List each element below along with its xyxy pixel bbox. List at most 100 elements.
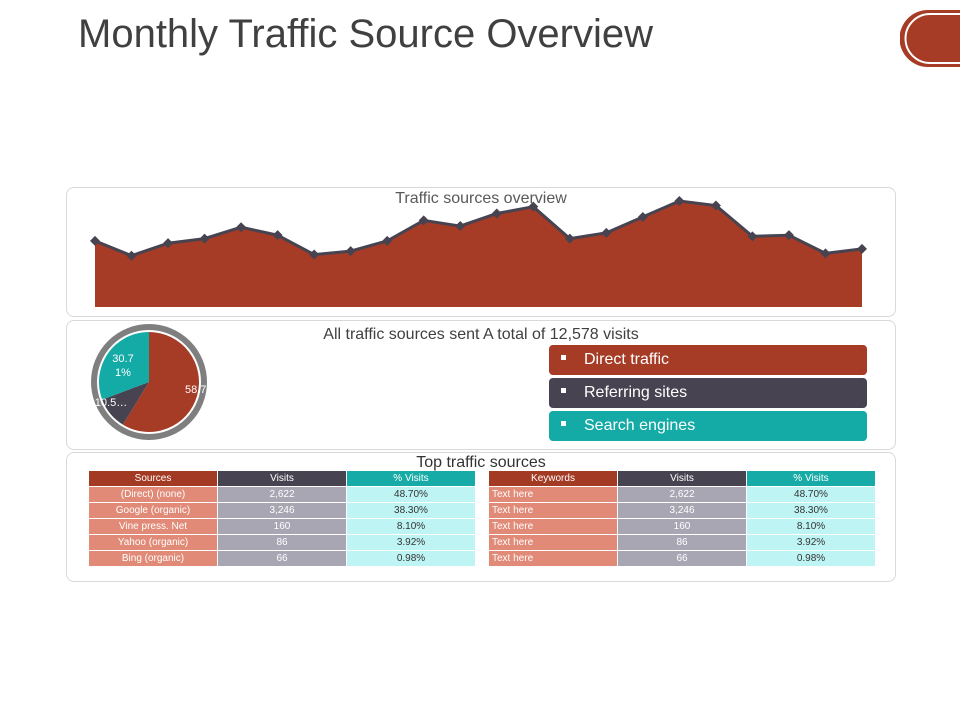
table-cell: 48.70%	[747, 487, 875, 502]
data-point-marker	[601, 227, 612, 238]
table-row: Text here 160 8.10%	[489, 519, 875, 534]
series-line	[94, 199, 863, 258]
table-cell: Text here	[489, 487, 617, 502]
pie-chart: 58.7… 10.5… 30.7 1%	[91, 324, 217, 440]
table-row: Text here 2,622 48.70%	[489, 487, 875, 502]
table-cell: Vine press. Net	[89, 519, 217, 534]
table-row: Google (organic) 3,246 38.30%	[89, 503, 475, 518]
table-cell: 3,246	[218, 503, 346, 518]
pie-ring	[91, 324, 207, 440]
table-cell: Text here	[489, 519, 617, 534]
table-cell: Text here	[489, 551, 617, 566]
table-cell: 0.98%	[347, 551, 475, 566]
table-cell: 66	[218, 551, 346, 566]
area-chart-title: Traffic sources overview	[395, 190, 567, 207]
table-cell: 66	[618, 551, 746, 566]
data-point-marker	[418, 215, 429, 226]
data-point-marker	[455, 221, 466, 232]
table-cell: 3,246	[618, 503, 746, 518]
column-header: Visits	[218, 471, 346, 486]
page-title: Monthly Traffic Source Overview	[78, 12, 654, 56]
table-cell: (Direct) (none)	[89, 487, 217, 502]
data-point-marker	[528, 201, 539, 212]
table-cell: 8.10%	[747, 519, 875, 534]
table-cell: 48.70%	[347, 487, 475, 502]
table-cell: Yahoo (organic)	[89, 535, 217, 550]
table-cell: Text here	[489, 503, 617, 518]
table-cell: 38.30%	[347, 503, 475, 518]
table-row: Yahoo (organic) 86 3.92%	[89, 535, 475, 550]
table-cell: 160	[618, 519, 746, 534]
table-cell: 8.10%	[347, 519, 475, 534]
data-point-marker	[90, 235, 100, 246]
legend-direct-traffic: Direct traffic	[549, 345, 867, 375]
table-cell: 38.30%	[747, 503, 875, 518]
data-point-marker	[674, 195, 685, 206]
column-header: Keywords	[489, 471, 617, 486]
data-point-marker	[272, 230, 283, 241]
table-cell: 0.98%	[747, 551, 875, 566]
data-point-marker	[637, 211, 648, 222]
table-row: Text here 66 0.98%	[489, 551, 875, 566]
traffic-total-panel: All traffic sources sent A total of 12,5…	[66, 320, 896, 450]
legend-referring-sites: Referring sites	[549, 378, 867, 408]
area-chart	[90, 195, 867, 307]
data-point-marker	[857, 243, 867, 254]
table-cell: 2,622	[618, 487, 746, 502]
data-point-marker	[126, 250, 137, 261]
pie-slice	[102, 382, 149, 425]
table-cell: Google (organic)	[89, 503, 217, 518]
table-row: (Direct) (none) 2,622 48.70%	[89, 487, 475, 502]
data-point-marker	[382, 235, 393, 246]
bullet-icon	[561, 355, 566, 361]
data-point-marker	[309, 249, 320, 260]
traffic-overview-panel: Traffic sources overview	[66, 187, 896, 317]
column-header: Visits	[618, 471, 746, 486]
top-sources-panel: Top traffic sources Sources Visits % Vis…	[66, 452, 896, 582]
table-header-row: Sources Visits % Visits	[89, 471, 475, 486]
pie-panel-title: All traffic sources sent A total of 12,5…	[323, 326, 639, 343]
data-point-marker	[564, 233, 575, 244]
legend-search-engines: Search engines	[549, 411, 867, 441]
sources-table: Sources Visits % Visits (Direct) (none) …	[88, 470, 476, 567]
slice-label: 1%	[115, 367, 131, 379]
slice-label: 58.7…	[185, 384, 217, 396]
column-header: % Visits	[747, 471, 875, 486]
bullet-icon	[561, 388, 566, 394]
table-row: Vine press. Net 160 8.10%	[89, 519, 475, 534]
data-point-marker	[345, 246, 356, 257]
table-header-row: Keywords Visits % Visits	[489, 471, 875, 486]
table-cell: Text here	[489, 535, 617, 550]
pie-slice	[122, 332, 199, 432]
data-point-marker	[491, 208, 502, 219]
column-header: % Visits	[347, 471, 475, 486]
legend-label: Referring sites	[584, 384, 688, 401]
data-point-marker	[747, 231, 758, 242]
tables-panel-title: Top traffic sources	[416, 454, 546, 471]
slice-label: 10.5…	[95, 397, 127, 409]
legend-label: Search engines	[584, 417, 696, 434]
data-point-marker	[783, 230, 794, 241]
table-row: Bing (organic) 66 0.98%	[89, 551, 475, 566]
table-cell: 2,622	[218, 487, 346, 502]
corner-decoration	[900, 10, 960, 67]
table-row: Text here 3,246 38.30%	[489, 503, 875, 518]
keywords-table: Keywords Visits % Visits Text here 2,622…	[488, 470, 876, 567]
area-fill	[95, 201, 862, 307]
legend-label: Direct traffic	[584, 351, 670, 368]
table-cell: 86	[218, 535, 346, 550]
table-cell: 3.92%	[747, 535, 875, 550]
table-cell: 3.92%	[347, 535, 475, 550]
data-point-marker	[199, 233, 210, 244]
column-header: Sources	[89, 471, 217, 486]
table-cell: 160	[218, 519, 346, 534]
data-point-marker	[820, 248, 831, 259]
table-row: Text here 86 3.92%	[489, 535, 875, 550]
slice-label: 30.7	[112, 353, 133, 365]
bullet-icon	[561, 421, 566, 427]
pie-slice	[98, 332, 149, 400]
data-point-marker	[236, 222, 247, 233]
data-point-marker	[710, 200, 721, 211]
data-point-marker	[163, 238, 174, 249]
table-cell: Bing (organic)	[89, 551, 217, 566]
